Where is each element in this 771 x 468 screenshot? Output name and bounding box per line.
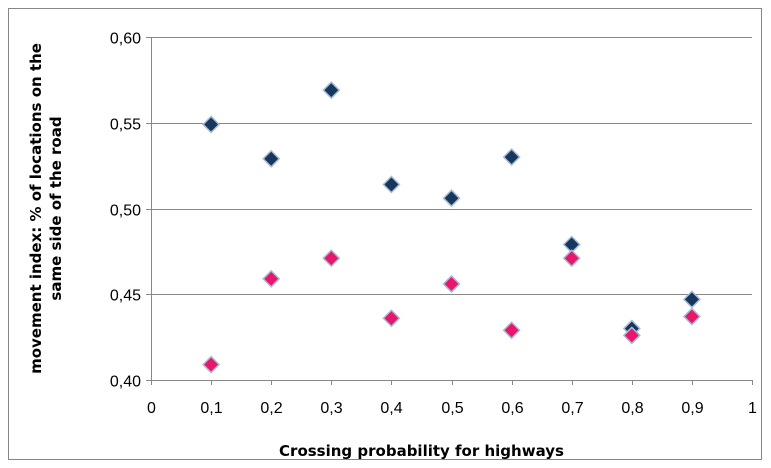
x-tick-label: 0,8 (621, 400, 643, 417)
data-point-series-2 (382, 309, 401, 328)
y-tick-label: 0,55 (110, 117, 141, 134)
data-point-series-2 (322, 249, 341, 268)
axes (146, 37, 753, 385)
y-tick-label: 0,60 (110, 31, 141, 48)
gridlines (151, 37, 752, 295)
data-point-series-1 (442, 189, 461, 208)
x-axis-label: Crossing probability for highways (279, 442, 564, 460)
y-tick-label: 0,45 (110, 288, 141, 305)
y-axis-label-line: same side of the road (47, 116, 65, 300)
data-point-series-1 (262, 149, 281, 168)
x-tick-label: 1 (748, 400, 757, 417)
data-point-series-2 (442, 274, 461, 294)
x-tick-label: 0,6 (501, 400, 523, 417)
y-tick-label: 0,40 (110, 374, 141, 391)
x-tick-label: 0,4 (380, 400, 402, 417)
tick-labels: 0,40 0,45 0,50 0,55 0,60 0 0,1 0,2 0,3 0,4 0,5 0,6 0… (110, 31, 757, 418)
x-tick-label: 0,2 (260, 400, 282, 417)
data-points (202, 81, 701, 374)
x-tick-label: 0,1 (200, 400, 222, 417)
y-axis-label: movement index: % of locations on the sam… (27, 43, 65, 374)
data-point-series-2 (622, 326, 641, 345)
y-axis-label-line: movement index: % of locations on the (27, 43, 45, 374)
data-point-series-2 (202, 355, 221, 374)
data-point-series-2 (502, 321, 521, 340)
data-point-series-2 (562, 249, 581, 268)
x-tick-label: 0,5 (441, 400, 463, 417)
x-tick-label: 0,9 (681, 400, 703, 417)
y-tick-label: 0,50 (110, 203, 141, 220)
x-tick-label: 0 (147, 400, 156, 417)
data-point-series-2 (262, 269, 281, 288)
data-point-series-1 (682, 290, 701, 309)
data-point-series-1 (382, 175, 401, 194)
x-tick-label: 0,3 (320, 400, 342, 417)
data-point-series-1 (502, 147, 521, 167)
data-point-series-1 (202, 115, 221, 134)
data-point-series-2 (682, 307, 701, 326)
chart-area (8, 8, 762, 460)
x-tick-label: 0,7 (561, 400, 583, 417)
data-point-series-1 (322, 81, 341, 100)
